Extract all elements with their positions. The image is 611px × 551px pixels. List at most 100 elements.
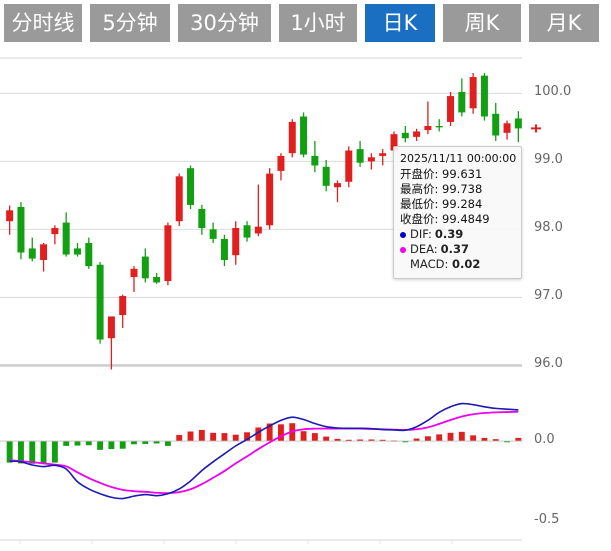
candle-body [322, 166, 330, 186]
tab-week-k[interactable]: 周K [443, 4, 521, 42]
dea-line-series [9, 410, 519, 495]
tab-week-k-label: 周K [464, 11, 500, 35]
price-axis-label: 100.0 [534, 84, 572, 100]
tab-5min[interactable]: 5分钟 [90, 4, 170, 42]
tab-day-k[interactable]: 日K [365, 4, 435, 42]
macd-histogram-bar [244, 432, 250, 442]
candle [96, 262, 104, 344]
candle [458, 78, 466, 117]
candle-body [379, 153, 387, 156]
tooltip-dif-value: 0.39 [434, 227, 464, 241]
candle-body [300, 116, 308, 155]
macd-histogram-bar [278, 424, 284, 442]
candle-body [480, 75, 488, 117]
candle-body [141, 256, 149, 279]
candle [288, 119, 296, 158]
candle [119, 294, 127, 328]
candle [164, 222, 172, 286]
tooltip-high-value: 99.738 [442, 182, 483, 196]
candle [503, 120, 511, 140]
tab-30min[interactable]: 30分钟 [178, 4, 271, 42]
macd-histogram-bar [323, 436, 330, 442]
crosshair-price-marker-icon [531, 124, 541, 133]
price-axis-label: 98.0 [534, 220, 563, 236]
candle-body [288, 121, 296, 154]
macd-histogram-bar [311, 433, 318, 442]
candle-body [277, 155, 285, 171]
macd-histogram-bar [131, 441, 137, 445]
dif-line-series [9, 402, 519, 500]
candle [153, 272, 161, 284]
candle-body [266, 173, 274, 226]
price-axis-label: 97.0 [534, 288, 563, 304]
tooltip-close-label: 收盘价: [400, 212, 439, 226]
candle-body [514, 118, 522, 129]
candle-body [333, 183, 341, 188]
macd-histogram-bar [210, 432, 217, 442]
candle-body [390, 134, 398, 151]
tooltip-datetime: 2025/11/11 00:00:00 [400, 152, 517, 165]
candle [300, 112, 308, 158]
candle [277, 153, 285, 181]
tab-month-k[interactable]: 月K [529, 4, 599, 42]
tab-day-k-label: 日K [382, 11, 418, 35]
macd-histogram-bar [176, 435, 183, 442]
tooltip-macd-row: MACD: 0.02 [400, 257, 515, 272]
macd-histogram-bar [447, 432, 454, 442]
macd-histogram-bar [40, 441, 47, 464]
candle [333, 180, 341, 203]
chart-area[interactable] [0, 46, 611, 551]
candle-body [232, 228, 240, 256]
candle-body [209, 229, 217, 239]
candle-body [85, 242, 93, 267]
tab-30min-label: 30分钟 [190, 11, 259, 35]
candle-body [220, 238, 228, 260]
period-tab-bar: 分时线 5分钟 30分钟 1小时 日K 周K 月K [0, 0, 611, 46]
candle-body [503, 123, 511, 133]
candle-body [153, 276, 161, 283]
dif-series-dot-icon [400, 231, 406, 238]
chart-canvas[interactable] [0, 46, 611, 551]
candle [40, 242, 48, 272]
macd-histogram-bar [164, 441, 171, 446]
macd-histogram-bar [6, 441, 13, 463]
tooltip-high-label: 最高价: [400, 182, 439, 196]
macd-histogram-bar [255, 427, 262, 442]
candle-body [435, 126, 443, 128]
price-axis-label: 99.0 [534, 152, 563, 168]
candle-body [130, 268, 138, 277]
tooltip-macd-label: MACD: [410, 257, 449, 271]
tab-1hour[interactable]: 1小时 [279, 4, 357, 42]
tooltip-open-row: 开盘价: 99.631 [400, 167, 515, 182]
candle [51, 225, 59, 245]
candle [175, 173, 183, 226]
macd-histogram-bar [300, 431, 307, 442]
candle-body [243, 225, 251, 238]
candle [28, 237, 36, 262]
macd-histogram-bar [481, 437, 488, 442]
macd-histogram-bar [504, 441, 510, 443]
macd-histogram-bar [458, 431, 465, 442]
candle-body [367, 157, 375, 162]
tooltip-dea-label: DEA: [410, 242, 438, 256]
macd-histogram-bar [221, 433, 228, 442]
tab-timeline[interactable]: 分时线 [4, 4, 82, 42]
candle [73, 242, 81, 257]
candle [6, 205, 14, 235]
macd-histogram-bar [153, 441, 160, 444]
tooltip-dif-row: DIF: 0.39 [400, 227, 515, 242]
candle [141, 248, 149, 283]
tooltip-low-label: 最低价: [400, 197, 439, 211]
candle-body [345, 150, 353, 182]
candle [469, 72, 477, 114]
candle [514, 111, 522, 143]
ohlc-tooltip: 2025/11/11 00:00:00 开盘价: 99.631 最高价: 99.… [393, 146, 522, 279]
tooltip-open-value: 99.631 [442, 167, 483, 181]
macd-axis-label: 0.0 [534, 432, 555, 448]
macd-histogram-bar [63, 441, 70, 446]
candle-body [62, 222, 70, 255]
candle-body [73, 248, 81, 255]
tooltip-high-row: 最高价: 99.738 [400, 182, 515, 197]
candle [187, 165, 195, 209]
tooltip-close-row: 收盘价: 99.4849 [400, 212, 515, 227]
